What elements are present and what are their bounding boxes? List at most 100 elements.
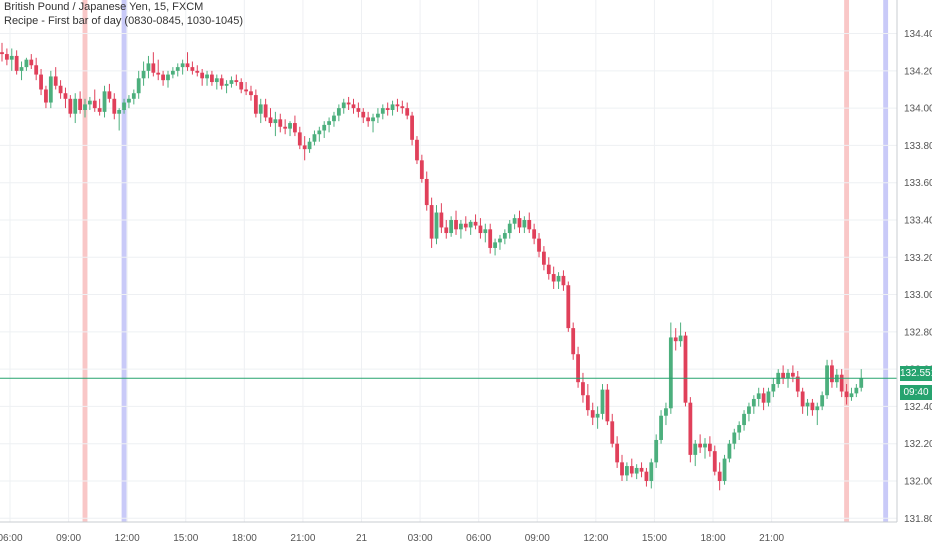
candle-body: [293, 123, 297, 133]
candle-body: [53, 76, 58, 86]
candle-body: [107, 91, 112, 99]
candle-body: [747, 406, 751, 414]
candle-body: [288, 123, 292, 129]
candle-body: [0, 52, 4, 55]
candle-body: [737, 425, 742, 433]
candle-body-layer: [0, 52, 864, 481]
candle-body: [410, 115, 414, 140]
candle-body: [488, 229, 493, 248]
y-tick-label: 134.000: [904, 104, 932, 115]
candle-body: [234, 80, 239, 83]
candle-body: [214, 78, 219, 83]
candle-body: [790, 372, 795, 377]
candle-body: [278, 119, 283, 127]
candle-body: [600, 389, 605, 414]
candle-body: [590, 410, 595, 418]
candle-body: [820, 395, 825, 407]
candle-body: [742, 413, 746, 426]
candle-body: [717, 471, 722, 481]
candle-body: [117, 109, 122, 114]
candle-body: [419, 160, 424, 179]
x-tick-label: 18:00: [700, 533, 725, 544]
x-tick-label: 21:00: [290, 533, 315, 544]
candle-body: [576, 354, 580, 383]
candle-body: [249, 91, 253, 96]
candle-body: [102, 91, 107, 112]
candle-body: [795, 376, 800, 392]
candle-body: [351, 104, 356, 109]
candle-body: [859, 378, 864, 388]
indicator-legend[interactable]: Recipe - First bar of day (0830-0845, 10…: [4, 15, 244, 27]
candle-body: [644, 471, 649, 481]
candle-body: [361, 111, 366, 118]
candle-body: [253, 95, 258, 114]
candle-body: [9, 55, 14, 60]
candle-body: [800, 391, 805, 407]
candle-body: [273, 119, 278, 124]
candle-body: [483, 229, 488, 234]
candle-body: [332, 115, 336, 122]
candle-body: [224, 83, 229, 86]
candle-body: [839, 374, 844, 392]
candle-body: [39, 74, 43, 90]
candle-body: [707, 443, 712, 452]
candle-body: [712, 451, 717, 472]
candle-body: [683, 335, 688, 403]
candle-body: [87, 100, 92, 105]
candle-body: [400, 106, 405, 109]
candle-body: [83, 104, 87, 110]
candle-body: [180, 63, 185, 68]
candle-body: [122, 102, 126, 110]
countdown-tag: 09:40: [900, 385, 932, 400]
candle-body: [493, 242, 497, 248]
candle-body: [346, 102, 351, 105]
candle-body: [566, 285, 571, 329]
candle-body: [664, 408, 668, 416]
candle-body: [327, 121, 331, 125]
candle-body: [380, 108, 385, 114]
candle-body: [268, 117, 273, 124]
candle-body: [468, 221, 473, 228]
candle-body: [537, 238, 541, 252]
candle-body: [620, 462, 624, 476]
candle-body: [756, 393, 761, 399]
candle-body: [561, 275, 566, 286]
candle-body: [190, 67, 195, 71]
candle-body: [151, 63, 156, 73]
candle-body: [732, 432, 737, 444]
x-tick-label: 03:00: [408, 533, 433, 544]
symbol-legend[interactable]: British Pound / Japanese Yen, 15, FXCM: [4, 1, 204, 13]
y-tick-label: 133.000: [904, 290, 932, 301]
candle-body: [175, 67, 180, 71]
candle-body: [4, 54, 9, 60]
candle-body: [366, 117, 371, 122]
session-highlight-layer: [82, 0, 889, 522]
candle-body: [825, 365, 829, 396]
candle-body: [849, 393, 854, 398]
candle-body: [517, 218, 522, 228]
candle-body: [571, 328, 576, 355]
candle-body: [146, 63, 151, 71]
candle-body: [424, 178, 429, 206]
x-tick-label: 15:00: [642, 533, 667, 544]
candle-body: [166, 74, 170, 81]
candle-body: [73, 98, 78, 114]
candle-body: [44, 89, 48, 103]
candle-body: [395, 104, 400, 107]
grid-layer: [0, 0, 897, 522]
candle-body: [439, 212, 444, 228]
candle-body: [449, 219, 454, 234]
candle-body: [356, 108, 361, 112]
candle-body: [19, 67, 24, 71]
candle-body: [502, 233, 507, 239]
candle-body: [205, 74, 209, 79]
candle-body: [727, 443, 732, 459]
candle-body: [693, 443, 698, 455]
candle-body: [341, 102, 346, 109]
x-tick-label: 12:00: [115, 533, 140, 544]
candle-body: [302, 145, 307, 150]
candle-body: [463, 223, 468, 228]
candle-body: [68, 98, 73, 114]
candle-body: [786, 372, 790, 379]
